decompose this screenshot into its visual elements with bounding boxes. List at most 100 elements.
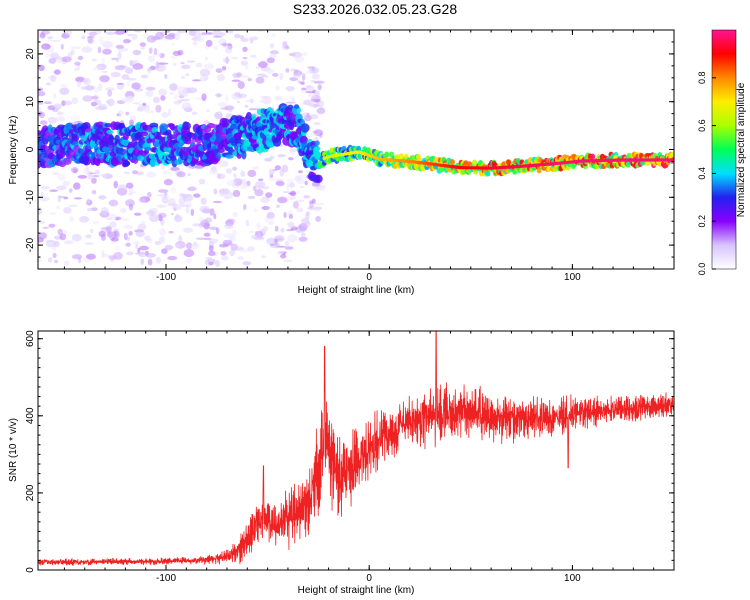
spectrogram-noise-blob bbox=[309, 203, 314, 209]
spectrogram-noise-blob bbox=[48, 212, 57, 215]
spectrogram-noise-blob bbox=[213, 188, 218, 195]
spectrogram-noise-blob bbox=[105, 225, 112, 233]
spectrogram-noise-blob bbox=[260, 196, 271, 204]
spectrogram-noise-blob bbox=[245, 219, 250, 227]
spectrogram-noise-blob bbox=[208, 169, 219, 175]
spectrogram-noise-blob bbox=[88, 172, 97, 175]
spectrogram-noise-blob bbox=[129, 119, 134, 126]
spectrogram-noise-blob bbox=[157, 204, 164, 208]
spectrogram-noise-blob bbox=[175, 213, 180, 220]
spectrogram-noise-blob bbox=[266, 57, 275, 64]
spectrogram-noise-blob bbox=[135, 230, 145, 238]
spectrogram-noise-blob bbox=[77, 55, 84, 61]
spectrogram-noise-blob bbox=[40, 192, 44, 197]
spectrogram-noise-blob bbox=[167, 255, 178, 261]
spectrogram-noise-blob bbox=[260, 255, 267, 259]
spectrogram-noise-blob bbox=[220, 251, 227, 256]
spectrogram-noise-blob bbox=[198, 178, 206, 185]
spectrogram-noise-blob bbox=[247, 169, 257, 177]
spectrogram-noise-blob bbox=[242, 46, 248, 52]
spectrogram-noise-blob bbox=[117, 184, 128, 192]
spectrogram-noise-blob bbox=[304, 180, 308, 186]
spectrogram-noise-blob bbox=[137, 171, 145, 176]
spectrogram-noise-blob bbox=[186, 60, 196, 63]
spectrogram-ridge-blob bbox=[144, 146, 152, 151]
spectrogram-image bbox=[38, 26, 674, 267]
spectrogram-noise-blob bbox=[91, 207, 98, 212]
spectrogram-noise-blob bbox=[125, 67, 133, 74]
spectrogram-noise-blob bbox=[244, 99, 254, 103]
spectrogram-noise-blob bbox=[123, 39, 131, 44]
spectrogram-noise-blob bbox=[97, 173, 104, 177]
spectrogram-noise-blob bbox=[52, 252, 57, 259]
spectrogram-noise-blob bbox=[258, 178, 264, 182]
spectrogram-noise-blob bbox=[125, 251, 134, 256]
spectrogram-noise-blob bbox=[46, 30, 51, 32]
x-tick-label: 100 bbox=[564, 272, 581, 283]
spectrogram-noise-blob bbox=[169, 91, 175, 95]
spectrogram-noise-blob bbox=[158, 62, 169, 65]
spectrogram-ridge-blob bbox=[40, 144, 48, 150]
spectrogram-noise-blob bbox=[93, 94, 98, 102]
spectrogram-noise-blob bbox=[265, 192, 273, 198]
spectrogram-noise-blob bbox=[236, 100, 241, 104]
spectrogram-noise-blob bbox=[140, 220, 146, 229]
spectrogram-noise-blob bbox=[127, 95, 135, 102]
spectrogram-noise-blob bbox=[187, 186, 196, 191]
spectrogram-noise-blob bbox=[155, 256, 161, 264]
spectrogram-noise-blob bbox=[220, 43, 232, 46]
spectrogram-noise-blob bbox=[81, 35, 86, 39]
spectrogram-noise-blob bbox=[152, 96, 160, 104]
spectrogram-noise-blob bbox=[266, 237, 276, 245]
spectrogram-noise-blob bbox=[192, 41, 198, 46]
spectrogram-noise-blob bbox=[288, 222, 294, 229]
spectrogram-noise-blob bbox=[163, 178, 173, 186]
colorbar-tick-label: 0.4 bbox=[697, 167, 707, 180]
spectrogram-noise-blob bbox=[38, 107, 42, 111]
spectrogram-noise-blob bbox=[101, 57, 105, 65]
spectrogram-noise-blob bbox=[74, 61, 81, 66]
spectrogram-ridge-blob bbox=[472, 159, 477, 166]
spectrogram-noise-blob bbox=[117, 110, 124, 117]
spectrogram-noise-blob bbox=[305, 212, 310, 220]
spectrogram-noise-blob bbox=[161, 248, 168, 255]
spectrogram-noise-blob bbox=[301, 73, 306, 82]
spectrogram-noise-blob bbox=[195, 237, 207, 240]
spectrogram-noise-blob bbox=[159, 67, 167, 71]
spectrogram-noise-blob bbox=[182, 227, 194, 233]
spectrogram-noise-blob bbox=[177, 86, 188, 94]
snr-x-label: Height of straight line (km) bbox=[298, 585, 415, 596]
spectrogram-noise-blob bbox=[244, 63, 249, 71]
spectrogram-noise-blob bbox=[101, 70, 109, 73]
spectrogram-noise-blob bbox=[71, 97, 78, 105]
spectrogram-noise-blob bbox=[128, 192, 133, 196]
snr-y-label: SNR (10 * v/v) bbox=[8, 418, 19, 482]
spectrogram-noise-blob bbox=[306, 112, 310, 118]
spectrogram-noise-blob bbox=[84, 242, 94, 245]
spectrogram-noise-blob bbox=[277, 245, 286, 248]
spectrogram-x-label: Height of straight line (km) bbox=[298, 285, 415, 296]
spectrogram-noise-blob bbox=[274, 96, 284, 101]
spectrogram-noise-blob bbox=[170, 212, 174, 215]
spectrogram-noise-blob bbox=[59, 233, 67, 241]
spectrogram-noise-blob bbox=[160, 95, 166, 101]
spectrogram-noise-blob bbox=[267, 177, 275, 182]
spectrogram-noise-blob bbox=[275, 85, 280, 91]
spectrogram-noise-blob bbox=[67, 204, 78, 208]
spectrogram-noise-blob bbox=[47, 257, 53, 263]
spectrogram-ridge-blob bbox=[293, 104, 300, 109]
spectrogram-noise-blob bbox=[285, 26, 294, 29]
spectrogram-noise-blob bbox=[138, 251, 147, 258]
spectrogram-noise-blob bbox=[46, 26, 55, 29]
spectrogram-noise-blob bbox=[204, 237, 212, 241]
spectrogram-ridge-blob bbox=[123, 161, 131, 166]
spectrogram-noise-blob bbox=[178, 235, 183, 243]
spectrogram-noise-blob bbox=[193, 193, 201, 198]
spectrogram-noise-blob bbox=[204, 56, 208, 61]
spectrogram-noise-blob bbox=[316, 107, 326, 115]
spectrogram-noise-blob bbox=[90, 228, 94, 234]
spectrogram-noise-blob bbox=[109, 221, 117, 228]
spectrogram-noise-blob bbox=[283, 259, 293, 263]
spectrogram-noise-blob bbox=[203, 77, 209, 80]
colorbar-label: Normalized spectral amplitude bbox=[736, 82, 747, 217]
